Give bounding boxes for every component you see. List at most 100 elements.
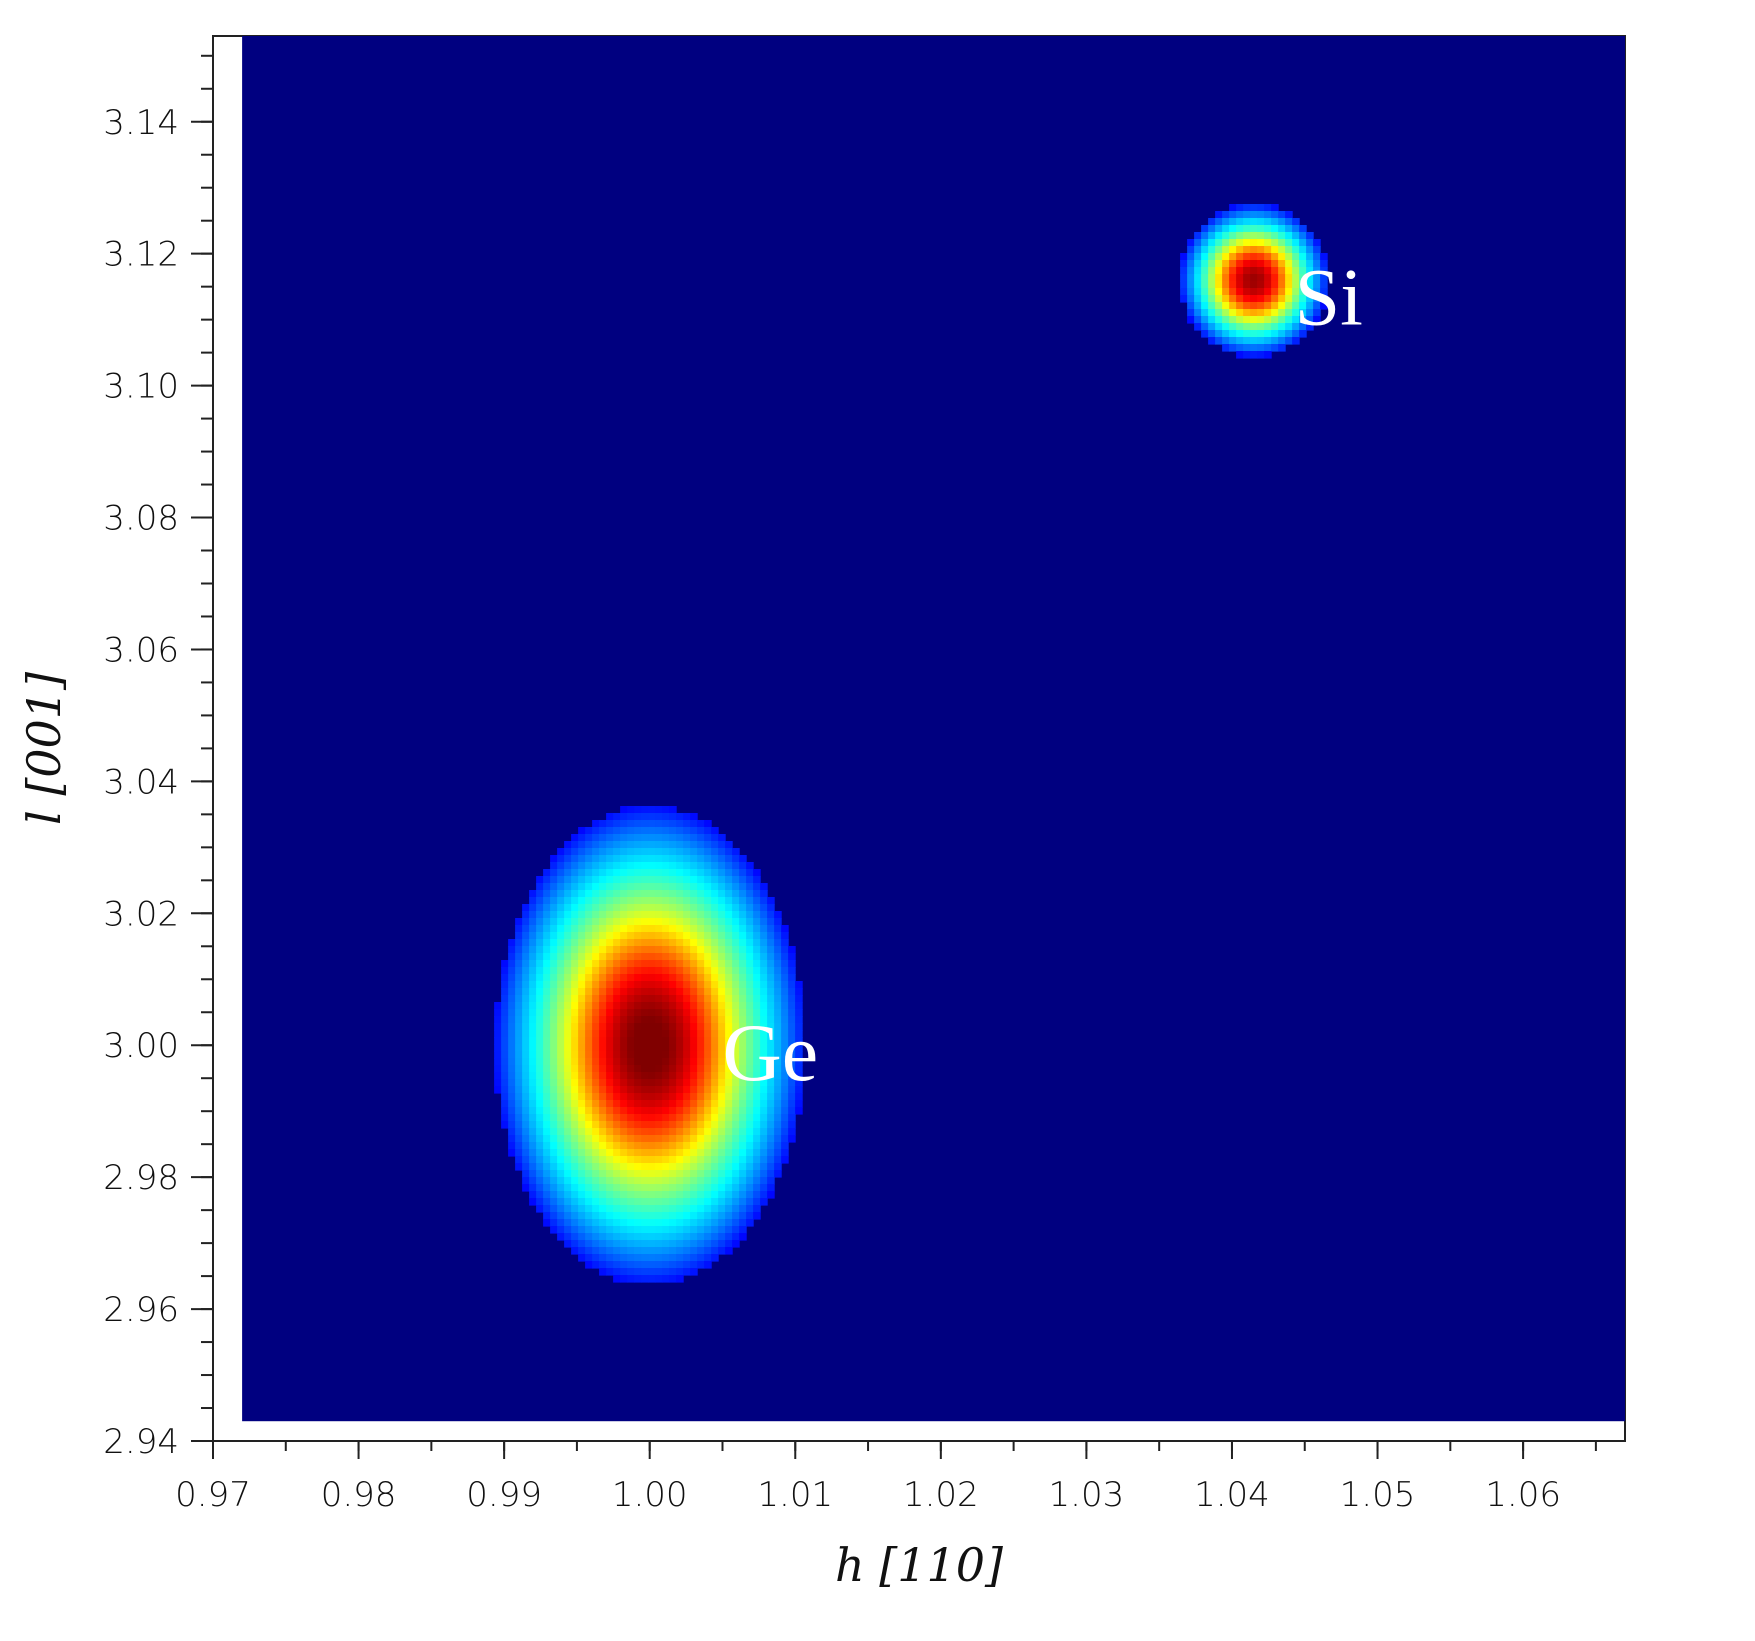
heatmap-cell bbox=[648, 1149, 656, 1157]
heatmap-cell bbox=[1320, 253, 1328, 261]
heatmap-cell bbox=[1292, 309, 1300, 317]
heatmap-cell bbox=[711, 834, 719, 842]
heatmap-cell bbox=[529, 960, 537, 968]
heatmap-cell bbox=[788, 1044, 796, 1052]
x-tick-label: 1.02 bbox=[903, 1475, 979, 1515]
heatmap-cell bbox=[627, 911, 635, 919]
heatmap-cell bbox=[1243, 211, 1251, 219]
heatmap-cell bbox=[732, 1114, 740, 1122]
heatmap-cell bbox=[746, 1212, 754, 1220]
heatmap-cell bbox=[648, 995, 656, 1003]
heatmap-cell bbox=[1313, 253, 1321, 261]
heatmap-cell bbox=[501, 1023, 509, 1031]
heatmap-cell bbox=[585, 1219, 593, 1227]
heatmap-cell bbox=[578, 932, 586, 940]
heatmap-cell bbox=[753, 1121, 761, 1129]
heatmap-cell bbox=[634, 1170, 642, 1178]
heatmap-cell bbox=[732, 1107, 740, 1115]
heatmap-cell bbox=[753, 932, 761, 940]
x-tick-label: 0.99 bbox=[466, 1475, 542, 1515]
heatmap-cell bbox=[627, 897, 635, 905]
heatmap-cell bbox=[634, 925, 642, 933]
heatmap-cell bbox=[662, 1002, 670, 1010]
heatmap-cell bbox=[578, 1226, 586, 1234]
heatmap-cell bbox=[669, 1044, 677, 1052]
heatmap-cell bbox=[690, 862, 698, 870]
heatmap-cell bbox=[585, 1093, 593, 1101]
heatmap-cell bbox=[522, 1100, 530, 1108]
heatmap-cell bbox=[669, 1149, 677, 1157]
heatmap-cell bbox=[501, 1044, 509, 1052]
heatmap-cell bbox=[641, 1254, 649, 1262]
heatmap-cell bbox=[676, 1121, 684, 1129]
heatmap-cell bbox=[669, 1261, 677, 1269]
heatmap-cell bbox=[592, 988, 600, 996]
y-tick-label: 3.08 bbox=[103, 499, 179, 539]
heatmap-cell bbox=[564, 1121, 572, 1129]
heatmap-cell bbox=[1320, 274, 1328, 282]
heatmap-cell bbox=[1257, 302, 1265, 310]
heatmap-cell bbox=[676, 897, 684, 905]
heatmap-cell bbox=[627, 1121, 635, 1129]
heatmap-cell bbox=[767, 1030, 775, 1038]
heatmap-cell bbox=[620, 1093, 628, 1101]
heatmap-cell bbox=[725, 1149, 733, 1157]
heatmap-cell bbox=[781, 1156, 789, 1164]
heatmap-cell bbox=[718, 988, 726, 996]
heatmap-cell bbox=[578, 1170, 586, 1178]
heatmap-cell bbox=[550, 1044, 558, 1052]
heatmap-cell bbox=[760, 1177, 768, 1185]
heatmap-cell bbox=[746, 1044, 754, 1052]
heatmap-cell bbox=[606, 1226, 614, 1234]
heatmap-cell bbox=[697, 1107, 705, 1115]
heatmap-cell bbox=[627, 1093, 635, 1101]
heatmap-cell bbox=[501, 1072, 509, 1080]
heatmap-cell bbox=[711, 1205, 719, 1213]
heatmap-cell bbox=[634, 1002, 642, 1010]
heatmap-cell bbox=[1264, 246, 1272, 254]
heatmap-cell bbox=[564, 925, 572, 933]
heatmap-cell bbox=[655, 1114, 663, 1122]
heatmap-cell bbox=[662, 1114, 670, 1122]
heatmap-cell bbox=[690, 1254, 698, 1262]
heatmap-cell bbox=[1257, 323, 1265, 331]
heatmap-cell bbox=[564, 1149, 572, 1157]
heatmap-cell bbox=[627, 1142, 635, 1150]
heatmap-cell bbox=[711, 1128, 719, 1136]
heatmap-cell bbox=[557, 1226, 565, 1234]
heatmap-cell bbox=[536, 1100, 544, 1108]
heatmap-cell bbox=[739, 995, 747, 1003]
x-axis: 0.97 0.98 0.99 1.00 1.01 1.02 1.03 1.04 1.05 1.06 bbox=[175, 1441, 1597, 1515]
heatmap-cell bbox=[578, 1177, 586, 1185]
heatmap-cell bbox=[774, 1093, 782, 1101]
heatmap-cell bbox=[620, 974, 628, 982]
heatmap-cell bbox=[571, 1114, 579, 1122]
heatmap-cell bbox=[578, 1198, 586, 1206]
heatmap-cell bbox=[655, 820, 663, 828]
heatmap-cell bbox=[592, 932, 600, 940]
heatmap-cell bbox=[753, 1170, 761, 1178]
heatmap-cell bbox=[571, 1065, 579, 1073]
heatmap-cell bbox=[648, 1254, 656, 1262]
heatmap-cell bbox=[746, 1058, 754, 1066]
heatmap-cell bbox=[578, 1023, 586, 1031]
heatmap-cell bbox=[627, 1219, 635, 1227]
heatmap-cell bbox=[1285, 274, 1293, 282]
heatmap-cell bbox=[662, 1100, 670, 1108]
heatmap-cell bbox=[1250, 309, 1258, 317]
heatmap-cell bbox=[1243, 330, 1251, 338]
heatmap-cell bbox=[1306, 274, 1314, 282]
heatmap-cell bbox=[648, 1275, 656, 1283]
heatmap-cell bbox=[634, 1100, 642, 1108]
heatmap-cell bbox=[501, 1100, 509, 1108]
heatmap-cell bbox=[753, 1009, 761, 1017]
heatmap-cell bbox=[620, 1268, 628, 1276]
heatmap-cell bbox=[1243, 351, 1251, 359]
heatmap-cell bbox=[634, 1107, 642, 1115]
heatmap-cell bbox=[641, 925, 649, 933]
heatmap-cell bbox=[753, 1065, 761, 1073]
heatmap-cell bbox=[599, 960, 607, 968]
heatmap-cell bbox=[1222, 309, 1230, 317]
heatmap-cell bbox=[732, 974, 740, 982]
heatmap-cell bbox=[578, 1128, 586, 1136]
